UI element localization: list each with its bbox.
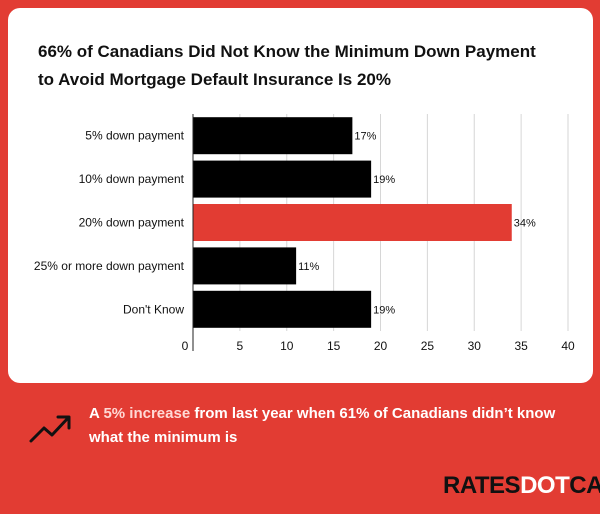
x-tick-label-8: 40 [561,339,575,353]
x-tick-label-5: 25 [421,339,435,353]
x-tick-label-4: 20 [374,339,388,353]
ratesdotca-logo: RATESDOTCA [443,472,600,500]
bar-4 [193,290,372,328]
value-label-3: 11% [298,261,319,273]
logo-part-1: RATES [443,472,521,499]
x-tick-label-1: 5 [237,339,244,353]
value-label-4: 19% [373,304,395,316]
footer-note: A 5% increase from last year when 61% of… [89,402,569,450]
category-label-4: Don't Know [123,302,184,316]
x-tick-label-3: 15 [327,339,341,353]
trending-up-icon [29,415,71,443]
value-label-0: 17% [354,131,376,143]
bar-3 [193,247,297,285]
bar-2 [193,204,512,241]
chart-title: 66% of Canadians Did Not Know the Minimu… [38,38,588,94]
bar-0 [193,117,353,155]
x-tick-label-0: 0 [182,339,189,353]
bar-chart: 5% down payment 17% 10% down payment 19% 20%… [34,114,575,353]
logo-part-3: CA [569,472,600,499]
footer-suffix: from last year when 61% of Canadians did… [89,405,556,446]
bar-1 [193,160,372,198]
category-label-2: 20% down payment [79,216,185,230]
chart-title-line-2: to Avoid Mortgage Default Insurance Is 2… [38,70,391,89]
logo-part-2: DOT [520,472,570,499]
value-label-1: 19% [373,174,395,186]
category-label-0: 5% down payment [85,129,184,143]
x-tick-label-6: 30 [468,339,482,353]
value-label-2: 34% [514,218,536,230]
footer-highlight: 5% increase [103,405,191,422]
x-tick-label-7: 35 [514,339,528,353]
x-tick-label-2: 10 [280,339,294,353]
chart-title-line-1: 66% of Canadians Did Not Know the Minimu… [38,42,536,61]
category-label-3: 25% or more down payment [34,259,185,273]
footer-prefix: A [89,405,104,422]
category-label-1: 10% down payment [79,172,185,186]
